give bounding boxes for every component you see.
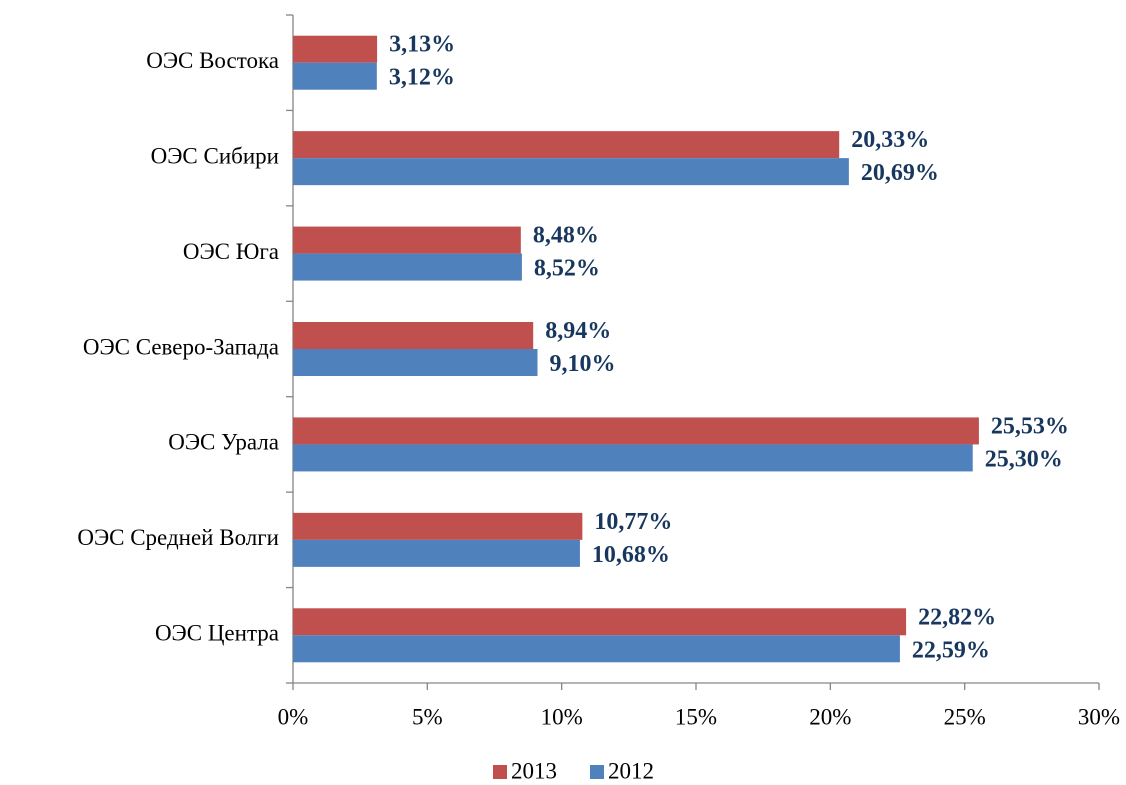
value-label: 8,94% xyxy=(545,318,611,344)
value-label: 25,30% xyxy=(985,446,1063,472)
bar xyxy=(293,35,378,63)
x-tick-label: 0% xyxy=(278,704,309,729)
category-label: ОЭС Востока xyxy=(146,48,279,73)
bar xyxy=(293,62,377,90)
x-tick-label: 30% xyxy=(1078,704,1120,729)
bar xyxy=(293,512,583,540)
legend-label: 2012 xyxy=(608,758,654,783)
x-tick-label: 25% xyxy=(944,704,986,729)
bar xyxy=(293,349,538,376)
value-label: 8,48% xyxy=(533,223,599,249)
bar xyxy=(293,635,900,663)
bar xyxy=(293,322,534,349)
category-label: ОЭС Юга xyxy=(183,239,279,264)
value-label: 8,52% xyxy=(534,256,600,282)
category-label: ОЭС Центра xyxy=(155,621,279,646)
category-label: ОЭС Урала xyxy=(168,430,279,455)
value-label: 25,53% xyxy=(991,413,1069,439)
value-label: 22,59% xyxy=(912,637,990,663)
value-label: 10,77% xyxy=(594,509,672,535)
legend-label: 2013 xyxy=(511,758,557,783)
category-label: ОЭС Средней Волги xyxy=(77,525,279,550)
value-label: 3,13% xyxy=(389,32,455,58)
x-tick-label: 15% xyxy=(675,704,717,729)
category-label: ОЭС Северо-Запада xyxy=(83,334,279,359)
value-label: 10,68% xyxy=(592,542,670,568)
value-label: 22,82% xyxy=(918,604,996,630)
bar xyxy=(293,131,840,159)
bar xyxy=(293,226,521,254)
value-label: 20,69% xyxy=(861,160,939,186)
value-label: 9,10% xyxy=(549,351,615,377)
bar xyxy=(293,539,580,567)
bar xyxy=(293,444,973,472)
x-tick-label: 10% xyxy=(541,704,583,729)
x-tick-label: 20% xyxy=(809,704,851,729)
legend-swatch xyxy=(590,765,604,779)
value-label: 3,12% xyxy=(389,65,455,91)
category-label: ОЭС Сибири xyxy=(151,143,279,168)
value-label: 20,33% xyxy=(851,127,929,153)
bar xyxy=(293,608,907,636)
x-tick-label: 5% xyxy=(412,704,443,729)
bar xyxy=(293,417,979,445)
bar xyxy=(293,253,522,281)
bar xyxy=(293,158,849,186)
legend-swatch xyxy=(493,765,507,779)
